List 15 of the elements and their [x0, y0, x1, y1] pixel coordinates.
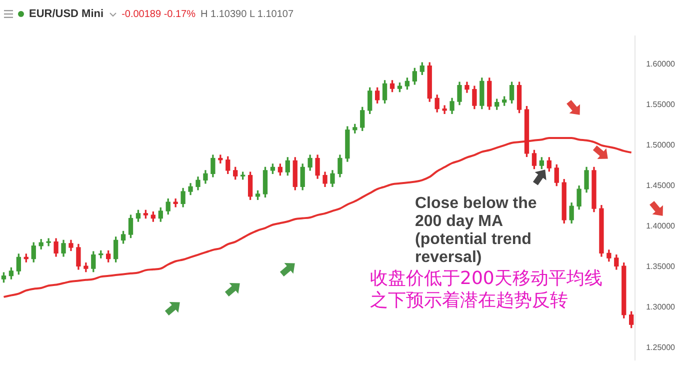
chart-subtitle: -0.00189 -0.17% — [122, 8, 196, 20]
text: H 1.10390 L 1.10107 — [200, 8, 294, 20]
y-tick-label: 1.55000 — [646, 100, 676, 109]
annotation: 收盘价低于200天移动平均线之下预示着潜在趋势反转 — [370, 268, 604, 312]
y-tick-label: 1.35000 — [646, 262, 676, 272]
y-tick-label: 1.50000 — [646, 140, 676, 150]
y-tick-label: 1.25000 — [646, 343, 676, 352]
y-tick-label: 1.60000 — [646, 59, 676, 68]
y-tick-label: 1.45000 — [646, 181, 676, 190]
candlestick — [46, 238, 51, 246]
chart-title: EUR/USD Mini — [29, 8, 104, 20]
annotation: Close below the 200 day MA (potential trend reversal) — [415, 195, 538, 267]
candlestick — [442, 105, 447, 114]
y-tick-label: 1.40000 — [646, 222, 676, 231]
y-tick-label: 1.30000 — [646, 302, 676, 312]
